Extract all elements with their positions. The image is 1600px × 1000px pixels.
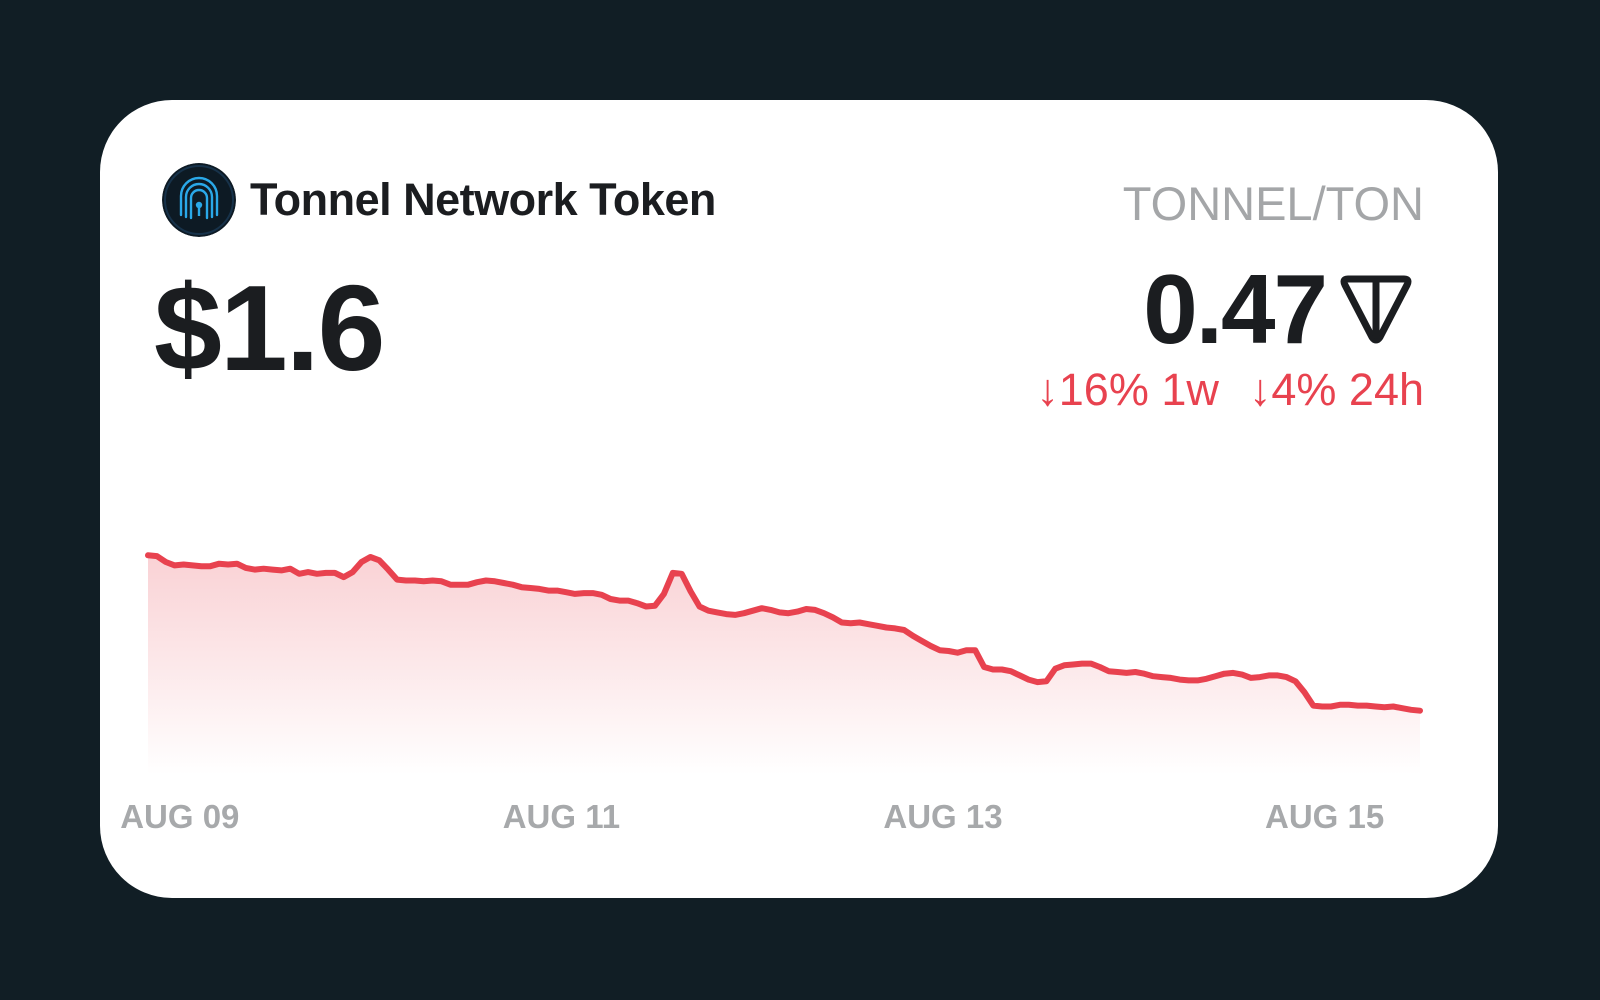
price-chart: AUG 09 AUG 11 AUG 13 AUG 15 [120,552,1423,835]
change-1w: ↓16% 1w [1036,364,1219,415]
ton-icon [1340,275,1412,344]
trading-pair: TONNEL/TON [1122,177,1424,230]
price-line [145,552,1423,714]
token-card: Tonnel Network Token TONNEL/TON $1.6 0.4… [100,100,1498,898]
token-name: Tonnel Network Token [250,174,716,225]
fingerprint-lock-logo-icon [162,163,236,237]
x-tick-label: AUG 15 [1265,798,1384,835]
token-header: Tonnel Network Token [162,162,716,238]
usd-price: $1.6 [154,260,385,396]
change-24h: ↓4% 24h [1248,364,1424,415]
ton-price-value: 0.47 [1143,253,1328,364]
x-tick-label: AUG 09 [120,798,239,835]
ton-price: 0.47 [1143,250,1414,368]
x-tick-label: AUG 13 [883,798,1002,835]
x-axis-ticks: AUG 09 AUG 11 AUG 13 AUG 15 [120,798,1384,835]
price-area [148,555,1420,775]
price-changes: ↓16% 1w ↓4% 24h [1036,364,1424,416]
x-tick-label: AUG 11 [503,798,620,835]
